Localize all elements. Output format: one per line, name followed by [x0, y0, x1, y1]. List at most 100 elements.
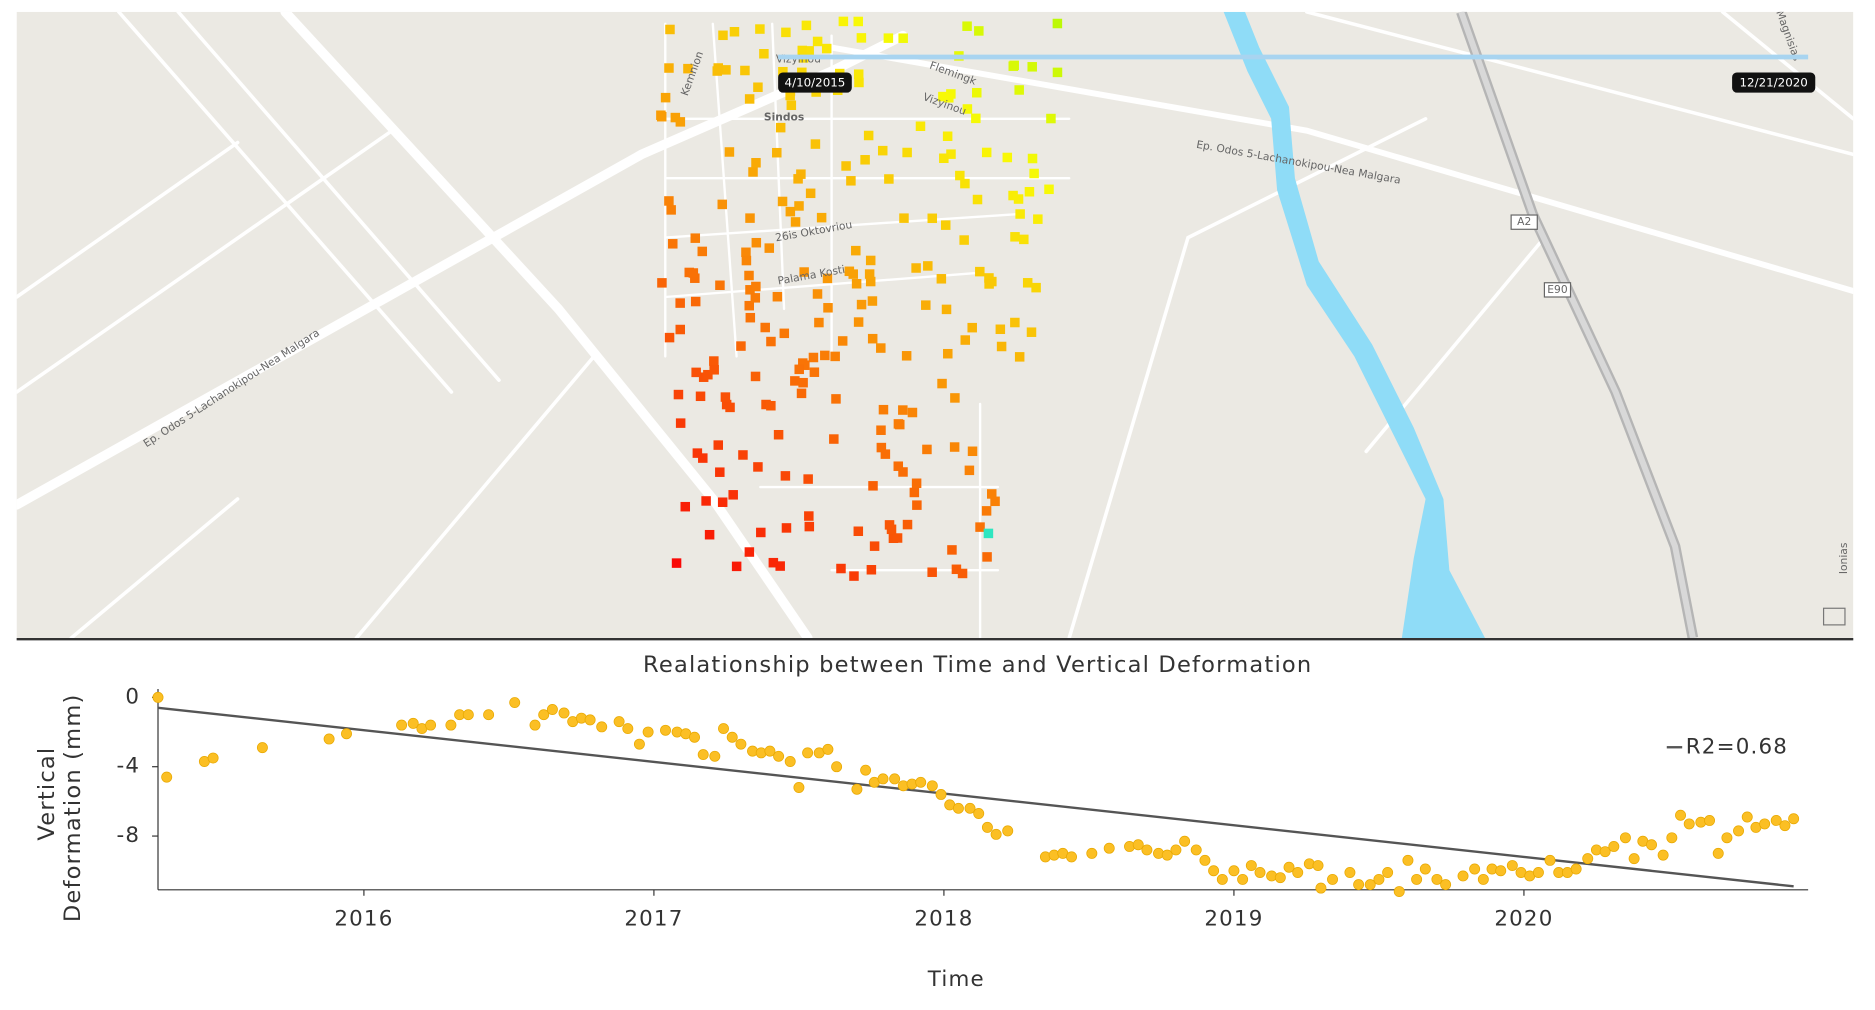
map-point [750, 371, 761, 382]
map-point [951, 564, 962, 575]
map-point [975, 522, 985, 532]
road [16, 11, 1854, 638]
slider-start-box[interactable] [778, 72, 852, 93]
map-point [695, 391, 706, 402]
map-point [799, 267, 809, 277]
point [1770, 814, 1782, 826]
point [1506, 860, 1518, 872]
point [1132, 839, 1144, 851]
map-point [902, 519, 913, 530]
y-tick-label: -4 [116, 754, 140, 779]
point [718, 723, 729, 735]
map-point [664, 196, 674, 206]
road [828, 44, 1854, 295]
point [990, 828, 1002, 840]
map-point [745, 213, 755, 223]
map-point [946, 149, 956, 159]
slider-end: 12/21/2020 [1740, 76, 1808, 90]
map-point [983, 528, 994, 539]
map-point [804, 511, 814, 521]
map-point [701, 496, 711, 506]
point [697, 749, 709, 761]
map-point [937, 378, 947, 389]
map-point [804, 46, 814, 56]
map-point [1033, 214, 1043, 224]
map-point [697, 246, 708, 257]
map-point [962, 21, 972, 31]
point [622, 723, 634, 735]
map-point [812, 36, 823, 47]
map-point [808, 352, 819, 363]
map-point [744, 94, 755, 104]
layer-icon[interactable] [1822, 607, 1846, 626]
point [161, 771, 173, 783]
map-point [812, 289, 823, 299]
map-point [1029, 168, 1039, 179]
chart-title: Realationship between Time and Vertical … [643, 652, 1312, 678]
map-bg [16, 11, 1854, 638]
map-point [803, 474, 813, 484]
map-point [664, 63, 674, 73]
map-point [959, 235, 969, 245]
map-point [797, 67, 807, 78]
map-point [921, 300, 931, 310]
point [633, 738, 645, 750]
map-point [865, 276, 876, 287]
map-point [713, 63, 723, 73]
legend-label: R2=0.68 [1686, 734, 1788, 759]
map-point [1022, 278, 1033, 288]
map-point [964, 465, 975, 476]
point [860, 764, 872, 776]
map-point [1044, 184, 1054, 195]
point [973, 808, 985, 819]
road [280, 11, 813, 638]
shield [1510, 214, 1538, 230]
map-point [1019, 234, 1029, 245]
map-point [975, 266, 985, 277]
map-point [1014, 85, 1024, 95]
map-point [804, 521, 815, 532]
map-point [1052, 67, 1063, 78]
map-point [729, 26, 740, 37]
map-point [982, 552, 992, 562]
map-point [1014, 352, 1025, 362]
point [396, 719, 408, 731]
map-point [865, 255, 876, 266]
map-point [715, 467, 725, 477]
map-label: Sindos [764, 111, 804, 124]
y-axis-label: Vertical [34, 747, 60, 841]
slider-end-box[interactable] [1732, 72, 1816, 93]
map-point [668, 239, 678, 249]
map-point [741, 255, 752, 266]
map-point [660, 92, 671, 103]
point [764, 745, 776, 757]
point [1411, 873, 1423, 885]
map-point [751, 281, 761, 292]
map-point [971, 113, 981, 124]
point [915, 776, 927, 788]
point [822, 743, 834, 755]
point [1599, 846, 1611, 858]
point [1353, 879, 1365, 891]
map-point [766, 400, 776, 411]
map-point [675, 298, 685, 308]
map-point [957, 568, 968, 579]
map-point [814, 317, 824, 328]
map-point [777, 196, 788, 207]
map-point [796, 388, 807, 399]
map-point [947, 545, 957, 555]
point [1364, 879, 1376, 891]
map-point [715, 280, 725, 291]
point [926, 780, 938, 792]
map-point [673, 389, 684, 400]
map-point [703, 369, 713, 380]
point [1532, 867, 1544, 878]
map-point [756, 527, 766, 538]
point [445, 719, 457, 731]
content: SindosKemnionVizyinouFlemingkVizyinou26i… [16, 11, 1854, 992]
point [584, 714, 596, 726]
map-point [1052, 18, 1063, 29]
map-point [960, 335, 971, 345]
map-point [1027, 153, 1038, 164]
